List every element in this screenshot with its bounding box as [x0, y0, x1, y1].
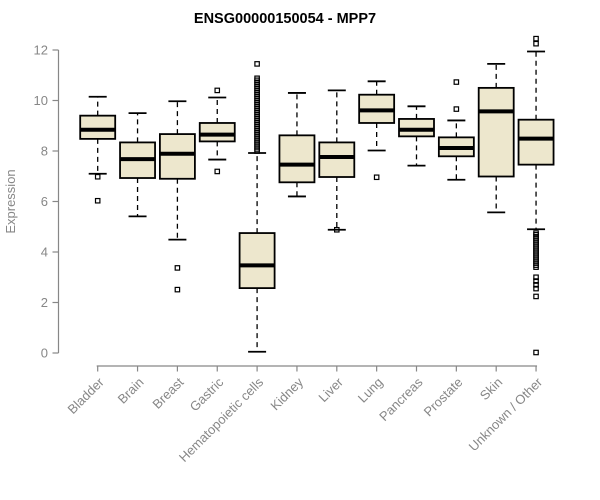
- outlier-point: [214, 168, 221, 175]
- x-tick-label: Pancreas: [376, 374, 426, 424]
- x-tick-label: Lung: [355, 375, 386, 406]
- iqr-box: [517, 118, 555, 166]
- y-tick-label: 0: [41, 346, 48, 361]
- outlier-point: [453, 79, 460, 85]
- outlier-point: [174, 286, 181, 293]
- outlier-point: [533, 349, 539, 356]
- outlier-point: [533, 40, 539, 47]
- x-tick-label: Kidney: [267, 374, 306, 413]
- x-tick-label: Breast: [149, 374, 186, 411]
- y-tick-label: 4: [41, 245, 48, 260]
- iqr-box: [477, 86, 515, 178]
- x-tick-label: Brain: [115, 375, 147, 407]
- outlier-point: [94, 197, 101, 204]
- iqr-box: [79, 114, 117, 140]
- chart-title: ENSG00000150054 - MPP7: [194, 11, 376, 27]
- outlier-point: [533, 285, 539, 292]
- outlier-point: [533, 282, 539, 288]
- x-tick-label: Bladder: [65, 374, 108, 417]
- outlier-point: [453, 106, 460, 112]
- x-tick-label: Liver: [315, 374, 346, 405]
- y-tick-label: 6: [41, 194, 48, 209]
- x-tick-label: Prostate: [421, 375, 466, 420]
- x-tick-label: Unknown / Other: [466, 374, 546, 454]
- y-axis-label: Expression: [3, 169, 18, 233]
- outlier-point: [214, 87, 221, 94]
- iqr-box: [318, 141, 356, 178]
- y-tick-label: 2: [41, 295, 48, 310]
- outlier-point: [533, 264, 539, 270]
- outlier-point: [254, 148, 260, 154]
- y-tick-label: 12: [34, 43, 48, 58]
- outlier-point: [254, 61, 260, 67]
- iqr-box: [398, 118, 435, 138]
- y-tick-label: 8: [41, 144, 48, 159]
- outlier-point: [533, 274, 539, 281]
- x-tick-label: Skin: [477, 375, 505, 403]
- iqr-box: [278, 134, 316, 184]
- outlier-point: [533, 35, 539, 42]
- outlier-point: [334, 226, 340, 233]
- outlier-point: [94, 173, 101, 180]
- iqr-box: [158, 133, 196, 180]
- iqr-box: [198, 122, 236, 143]
- outlier-point: [373, 174, 380, 181]
- iqr-box: [238, 232, 276, 290]
- outlier-point: [174, 265, 181, 271]
- outlier-point: [533, 293, 539, 300]
- outlier-point: [533, 278, 539, 284]
- y-tick-label: 10: [34, 93, 48, 108]
